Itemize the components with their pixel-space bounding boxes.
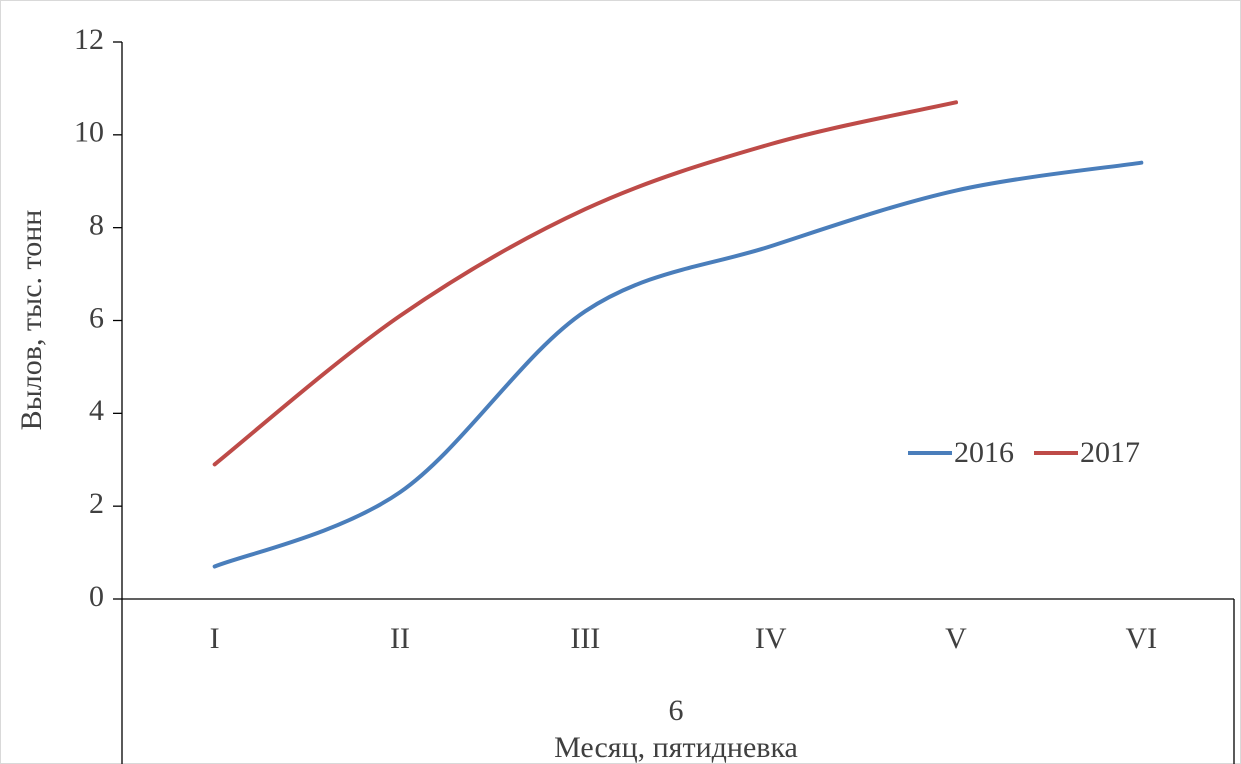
line-series xyxy=(212,160,1144,569)
y-tick-label: 0 xyxy=(89,580,104,613)
y-tick-label: 4 xyxy=(89,394,104,427)
y-tick-label: 8 xyxy=(89,209,104,242)
legend-label: 2017 xyxy=(1080,436,1140,469)
y-tick-label: 10 xyxy=(74,116,104,149)
line-series xyxy=(212,100,958,467)
y-axis-title: Вылов, тыс. тонн xyxy=(15,210,48,431)
x-tick-label: IV xyxy=(755,622,787,655)
y-tick-label: 2 xyxy=(89,487,104,520)
legend-label: 2016 xyxy=(954,436,1014,469)
x-group-label: 6 xyxy=(669,694,684,727)
y-tick-label: 6 xyxy=(89,301,104,334)
y-tick-label: 12 xyxy=(74,23,104,56)
x-tick-label: III xyxy=(570,622,600,655)
x-tick-label: V xyxy=(945,622,967,655)
x-tick-label: I xyxy=(210,622,220,655)
x-axis-title: Месяц, пятидневка xyxy=(554,731,798,764)
x-tick-label: VI xyxy=(1126,622,1158,655)
x-tick-label: II xyxy=(390,622,410,655)
